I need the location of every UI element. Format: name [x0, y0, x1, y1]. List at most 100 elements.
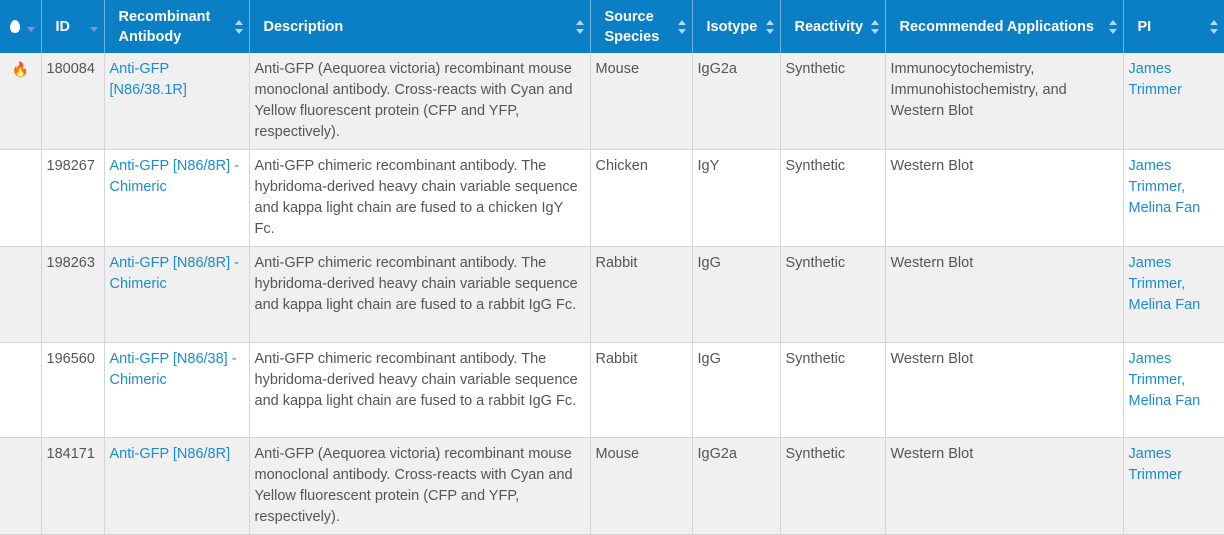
antibody-link[interactable]: Anti-GFP [N86/38] - Chimeric [109, 350, 237, 388]
isotype: IgG2a [697, 446, 738, 462]
antibody-cell: Anti-GFP [N86/38.1R] [104, 53, 250, 150]
isotype-cell: IgG2a [692, 53, 781, 150]
isotype-cell: IgG [692, 342, 781, 438]
isotype-cell: IgG2a [692, 437, 781, 535]
column-header-recommended-applications[interactable]: Recommended Applications [885, 0, 1124, 53]
reactivity-cell: Synthetic [780, 53, 886, 150]
isotype: IgG2a [697, 61, 738, 77]
table-row: 184171 Anti-GFP [N86/8R] Anti-GFP (Aequore… [0, 437, 1224, 535]
column-header-id[interactable]: ID [41, 0, 105, 53]
sort-icon[interactable] [765, 19, 774, 34]
column-label: Recommended Applications [899, 18, 1094, 35]
column-label: PI [1137, 18, 1152, 35]
sort-icon[interactable] [677, 19, 686, 34]
antibody-cell: Anti-GFP [N86/8R] [104, 437, 250, 535]
table-row: 198267 Anti-GFP [N86/8R] - Chimeric Anti-G… [0, 149, 1224, 247]
id-cell: 198267 [41, 149, 105, 247]
hot-cell [0, 437, 42, 535]
pi-cell: James Trimmer, Melina Fan [1123, 246, 1224, 343]
sort-icon[interactable] [870, 19, 879, 34]
pi-link[interactable]: James Trimmer [1128, 61, 1182, 98]
sort-desc-icon[interactable] [26, 20, 35, 34]
reactivity: Synthetic [785, 158, 846, 174]
reactivity-cell: Synthetic [780, 149, 886, 247]
pi-link[interactable]: Melina Fan [1128, 392, 1201, 409]
description: Anti-GFP chimeric recombinant antibody. … [254, 350, 578, 409]
species-cell: Rabbit [590, 342, 693, 438]
applications: Western Blot [890, 350, 974, 367]
isotype: IgG [697, 255, 721, 271]
description: Anti-GFP chimeric recombinant antibody. … [254, 158, 578, 237]
description-cell: Anti-GFP chimeric recombinant antibody. … [249, 342, 591, 438]
id: 180084 [46, 61, 95, 77]
applications: Western Blot [890, 158, 974, 174]
fire-icon [10, 20, 20, 34]
column-header-recombinant-antibody[interactable]: Recombinant Antibody [104, 0, 250, 53]
reactivity-cell: Synthetic [780, 342, 886, 438]
applications-cell: Western Blot [885, 149, 1124, 247]
antibody-cell: Anti-GFP [N86/38] - Chimeric [104, 342, 250, 438]
applications-cell: Western Blot [885, 342, 1124, 438]
column-label: Reactivity [794, 18, 864, 35]
species-cell: Chicken [590, 149, 693, 247]
sort-icon[interactable] [1209, 19, 1218, 34]
pi-link[interactable]: Melina Fan [1128, 200, 1201, 216]
species-cell: Mouse [590, 437, 693, 535]
source-species: Mouse [595, 446, 640, 462]
pi-link[interactable]: James Trimmer [1128, 446, 1182, 483]
reactivity: Synthetic [785, 255, 846, 271]
column-header-source-species[interactable]: Source Species [590, 0, 693, 53]
source-species: Rabbit [595, 350, 638, 367]
antibody-link[interactable]: Anti-GFP [N86/8R] - Chimeric [109, 158, 239, 195]
id-cell: 196560 [41, 342, 105, 438]
pi-link[interactable]: James Trimmer, [1128, 158, 1186, 195]
applications-cell: Western Blot [885, 437, 1124, 535]
pi-link[interactable]: Melina Fan [1128, 297, 1201, 313]
pi-link[interactable]: James Trimmer, [1128, 255, 1186, 292]
reactivity-cell: Synthetic [780, 246, 886, 343]
column-label: Source Species [604, 8, 660, 45]
column-header-pi[interactable]: PI [1123, 0, 1224, 53]
column-label: Recombinant Antibody [118, 8, 211, 45]
antibody-link[interactable]: Anti-GFP [N86/8R] - Chimeric [109, 255, 239, 292]
id-cell: 184171 [41, 437, 105, 535]
description-cell: Anti-GFP chimeric recombinant antibody. … [249, 149, 591, 247]
table-row: 196560 Anti-GFP [N86/38] - Chimeric Anti-G… [0, 342, 1224, 438]
source-species: Rabbit [595, 255, 638, 271]
description: Anti-GFP (Aequorea victoria) recombinant… [254, 446, 573, 525]
description: Anti-GFP chimeric recombinant antibody. … [254, 255, 578, 313]
description-cell: Anti-GFP (Aequorea victoria) recombinant… [249, 437, 591, 535]
id: 198263 [46, 255, 95, 271]
applications: Western Blot [890, 255, 974, 271]
pi-cell: James Trimmer, Melina Fan [1123, 149, 1224, 247]
sort-desc-icon[interactable] [89, 20, 98, 34]
applications: Western Blot [890, 446, 974, 462]
id: 196560 [46, 350, 95, 367]
hot-cell [0, 246, 42, 343]
source-species: Chicken [595, 158, 648, 174]
fire-icon: 🔥 [11, 61, 29, 77]
isotype: IgY [697, 158, 720, 174]
pi-cell: James Trimmer [1123, 53, 1224, 150]
reactivity: Synthetic [785, 446, 846, 462]
column-label: ID [55, 18, 71, 35]
species-cell: Mouse [590, 53, 693, 150]
pi-link[interactable]: James Trimmer, [1128, 350, 1186, 388]
antibody-link[interactable]: Anti-GFP [N86/38.1R] [109, 61, 187, 98]
column-header-description[interactable]: Description [249, 0, 591, 53]
species-cell: Rabbit [590, 246, 693, 343]
applications: Immunocytochemistry, Immunohistochemistr… [890, 61, 1067, 119]
sort-icon[interactable] [575, 19, 584, 34]
table-row: 198263 Anti-GFP [N86/8R] - Chimeric Anti-G… [0, 246, 1224, 343]
id-cell: 198263 [41, 246, 105, 343]
column-header-reactivity[interactable]: Reactivity [780, 0, 886, 53]
hot-cell [0, 149, 42, 247]
column-header-hot[interactable] [0, 0, 42, 53]
description-cell: Anti-GFP chimeric recombinant antibody. … [249, 246, 591, 343]
id-cell: 180084 [41, 53, 105, 150]
sort-icon[interactable] [234, 19, 243, 34]
hot-cell [0, 342, 42, 438]
antibody-link[interactable]: Anti-GFP [N86/8R] [109, 446, 231, 462]
sort-icon[interactable] [1108, 19, 1117, 34]
column-header-isotype[interactable]: Isotype [692, 0, 781, 53]
